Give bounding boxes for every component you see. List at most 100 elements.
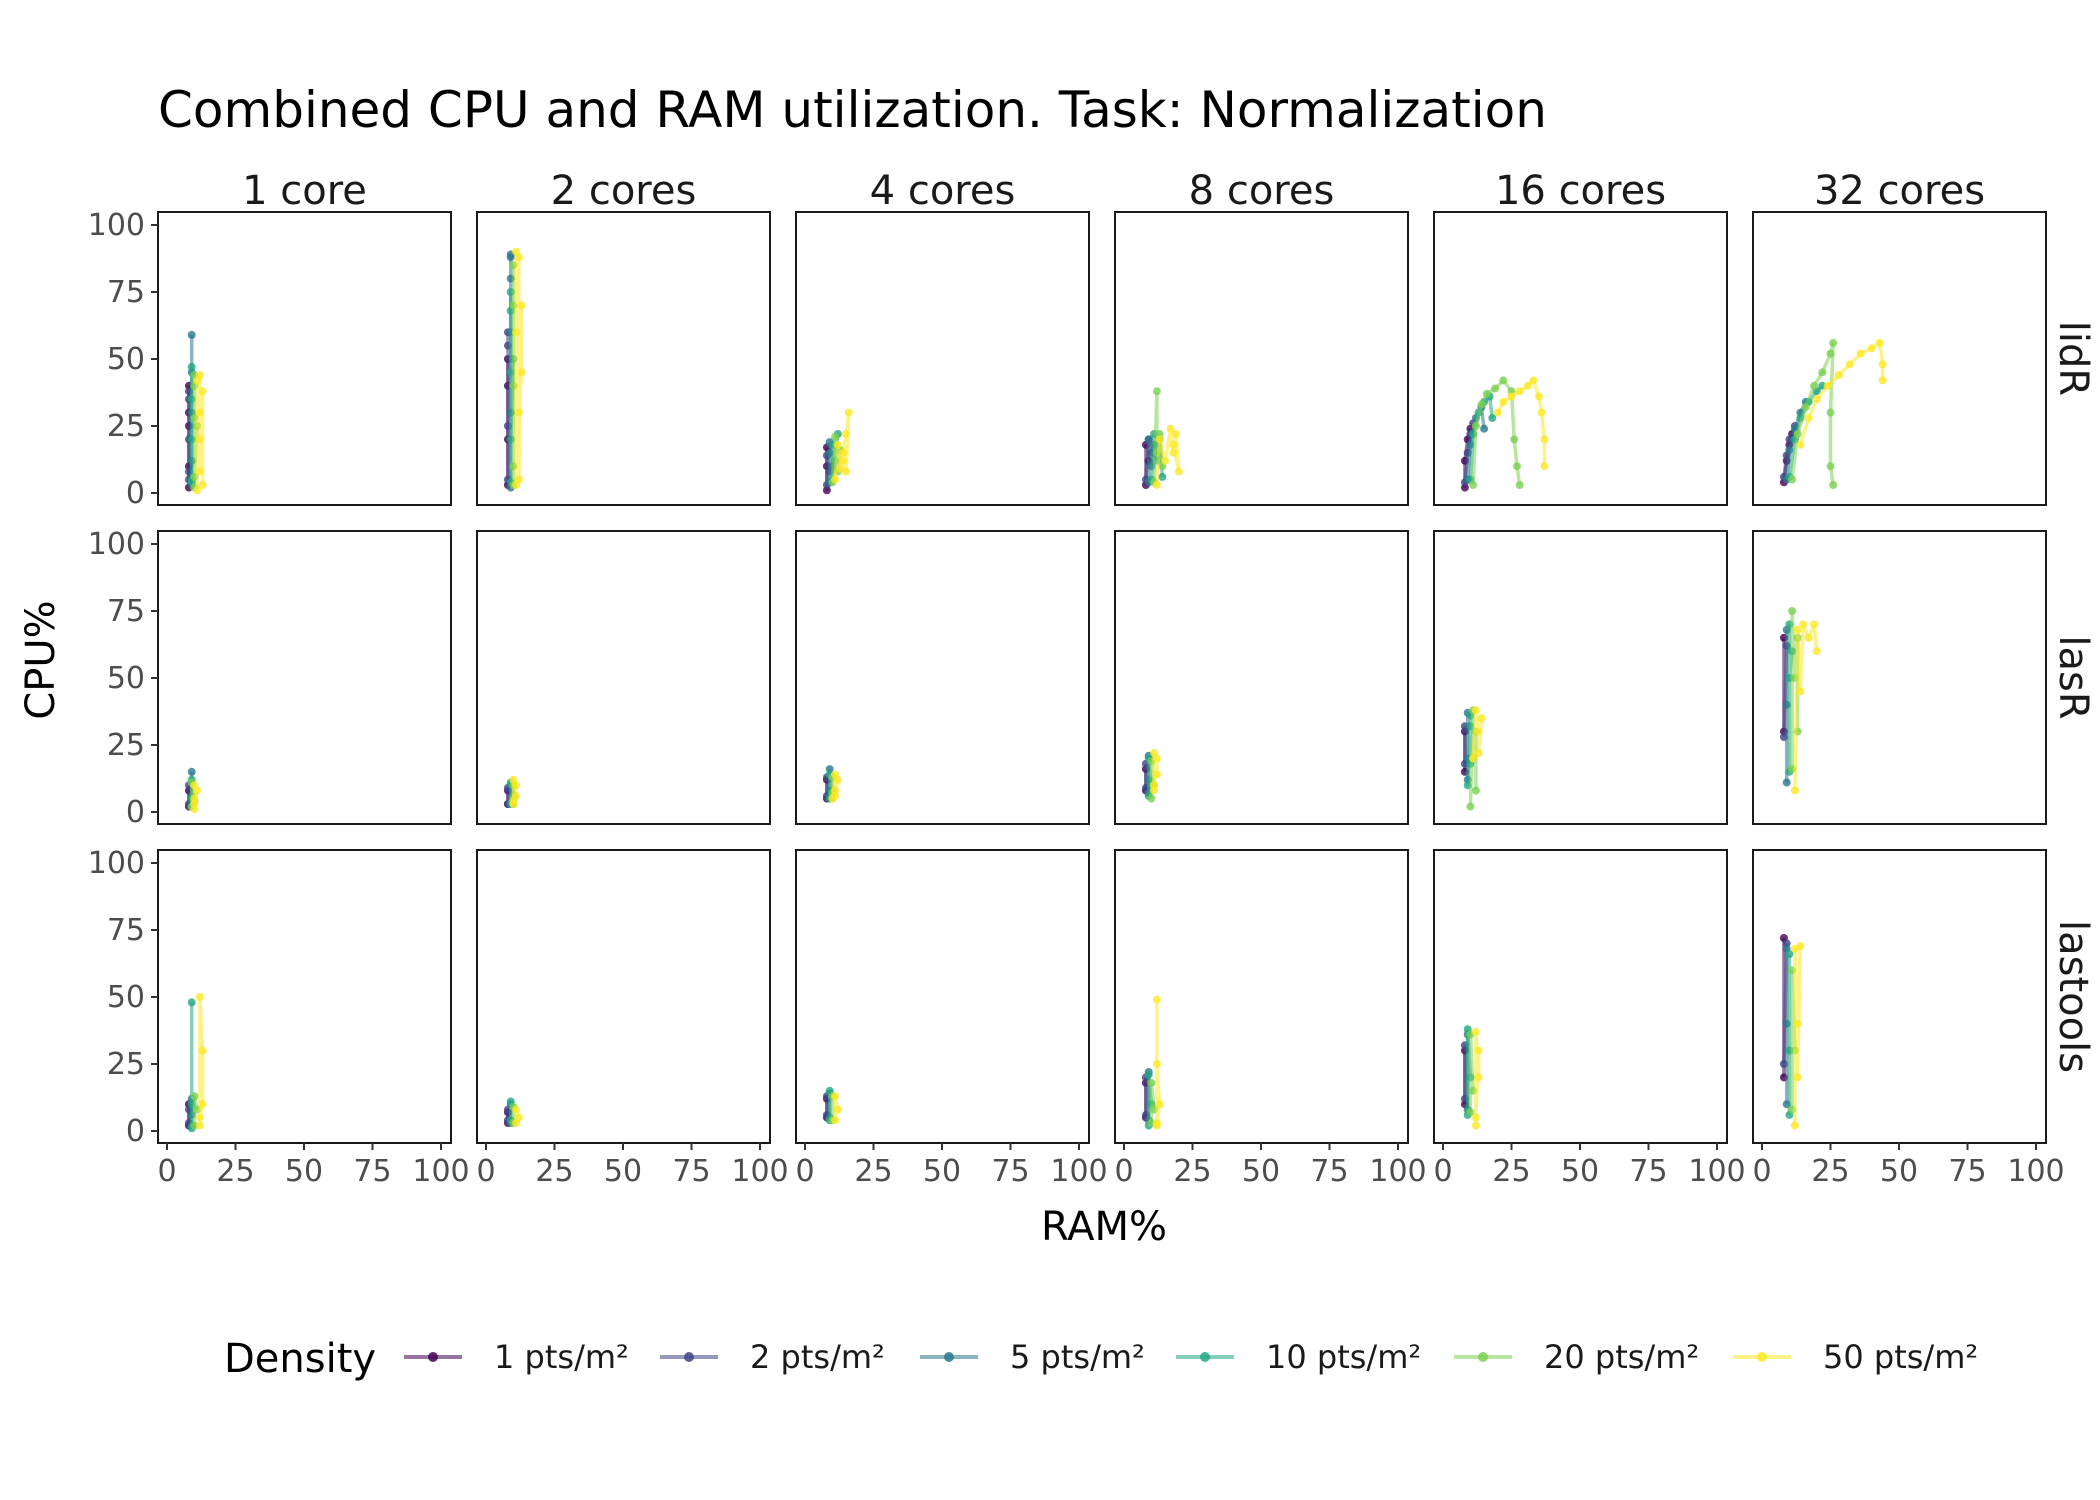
y-tick-label-1-4: 100 <box>88 527 145 562</box>
panel-lastools-5 <box>1752 849 2047 1144</box>
panel-lidR-2 <box>795 211 1090 506</box>
data-point-5-7 <box>1867 344 1876 353</box>
data-point-5-1 <box>1152 995 1161 1004</box>
data-point-5-0 <box>1493 408 1502 417</box>
panel-lidR-0 <box>157 211 452 506</box>
x-tick-label-3-3: 75 <box>1310 1154 1348 1189</box>
data-point-5-4 <box>190 800 199 808</box>
x-tick-label-2-2: 50 <box>923 1154 961 1189</box>
data-point-2-0 <box>1782 778 1791 787</box>
data-point-4-3 <box>1482 389 1491 398</box>
row-label-2: lastools <box>2050 920 2096 1073</box>
data-point-5-2 <box>1474 727 1483 736</box>
data-point-5-2 <box>1812 395 1821 404</box>
column-label-3: 8 cores <box>1189 168 1335 214</box>
chart-title: Combined CPU and RAM utilization. Task: … <box>158 81 1547 139</box>
data-point-4-1 <box>1471 422 1480 430</box>
data-point-5-1 <box>1804 414 1813 422</box>
data-point-4-1 <box>831 432 840 441</box>
data-point-4-1 <box>1788 607 1797 615</box>
legend-key-point-5 <box>1757 1352 1767 1362</box>
data-point-4-9 <box>1515 481 1524 489</box>
row-label-0: lidR <box>2050 321 2096 396</box>
data-point-5-3 <box>1166 424 1175 433</box>
data-point-5-4 <box>1152 1119 1161 1127</box>
data-point-5-4 <box>195 467 204 476</box>
x-tick-label-4-4: 100 <box>1688 1154 1745 1189</box>
panel-border <box>476 849 771 1144</box>
panel-lidR-3 <box>1114 211 1409 506</box>
data-point-4-4 <box>1491 384 1500 393</box>
data-point-5-3 <box>512 781 521 790</box>
panel-border <box>476 530 771 825</box>
data-point-5-5 <box>1529 376 1538 385</box>
y-tick-label-1-2: 50 <box>107 661 145 696</box>
data-point-5-3 <box>839 448 848 457</box>
legend-key-point-4 <box>1478 1352 1488 1362</box>
data-point-4-0 <box>1466 1108 1475 1117</box>
x-tick-label-0-4: 100 <box>412 1154 469 1189</box>
legend-items: 1 pts/m² 2 pts/m² 5 pts/m² 10 pts/m² 20 pts/… <box>404 1338 1978 1376</box>
data-point-5-2 <box>1796 687 1805 696</box>
panel-lidR-5 <box>1752 211 2047 506</box>
data-point-4-0 <box>190 1121 199 1130</box>
data-point-5-7 <box>1537 408 1546 417</box>
x-tick-label-0-3: 75 <box>353 1154 391 1189</box>
x-tick-label-1-0: 0 <box>476 1154 495 1189</box>
legend-label-3: 10 pts/m² <box>1266 1338 1421 1376</box>
panel-border <box>157 849 452 1144</box>
data-point-5-0 <box>1471 1121 1480 1130</box>
data-point-2-1 <box>1144 435 1153 444</box>
data-point-5-2 <box>514 1113 523 1122</box>
data-point-3-5 <box>1488 414 1497 422</box>
data-point-5-4 <box>1834 371 1843 380</box>
panel-border <box>157 530 452 825</box>
data-point-5-5 <box>195 435 204 444</box>
data-point-5-2 <box>512 328 521 337</box>
x-tick-label-2-1: 25 <box>854 1154 892 1189</box>
data-point-5-8 <box>1875 338 1884 347</box>
data-point-5-4 <box>842 430 851 438</box>
data-point-5-5 <box>1172 430 1181 438</box>
x-tick-label-1-2: 50 <box>604 1154 642 1189</box>
data-point-2-4 <box>1480 424 1489 433</box>
data-point-5-1 <box>831 1092 840 1101</box>
x-tick-label-3-4: 100 <box>1369 1154 1426 1189</box>
x-tick-label-0-0: 0 <box>157 1154 176 1189</box>
data-point-5-3 <box>514 253 523 262</box>
y-tick-label-2-2: 50 <box>107 980 145 1015</box>
legend-label-2: 5 pts/m² <box>1010 1338 1145 1376</box>
x-tick-label-4-1: 25 <box>1492 1154 1530 1189</box>
row-label-1: lasR <box>2050 635 2096 719</box>
y-tick-label-2-1: 25 <box>107 1047 145 1082</box>
series-line-3 <box>508 292 516 483</box>
series-line-4 <box>1471 377 1522 486</box>
data-point-4-5 <box>1826 349 1835 358</box>
data-point-5-2 <box>1474 1073 1483 1082</box>
data-point-5-0 <box>831 1116 840 1125</box>
data-point-5-4 <box>1804 633 1813 642</box>
x-tick-label-2-0: 0 <box>795 1154 814 1189</box>
data-point-4-8 <box>1513 462 1521 471</box>
legend-label-5: 50 pts/m² <box>1823 1338 1978 1376</box>
panel-border <box>1433 849 1728 1144</box>
data-point-5-1 <box>1155 435 1164 444</box>
panel-lastools-4 <box>1433 849 1728 1144</box>
data-point-2-1 <box>187 330 196 339</box>
panel-border <box>1114 849 1409 1144</box>
panel-lastools-1 <box>476 849 771 1144</box>
data-point-5-5 <box>844 408 853 417</box>
data-point-5-4 <box>831 791 840 800</box>
data-point-5-0 <box>1790 786 1799 795</box>
panel-lasR-0 <box>157 530 452 825</box>
y-tick-label-2-0: 0 <box>126 1114 145 1149</box>
x-tick-label-2-3: 75 <box>991 1154 1029 1189</box>
y-axis-label: CPU% <box>18 600 64 719</box>
data-point-5-2 <box>1152 1060 1161 1068</box>
data-point-5-2 <box>1152 770 1161 779</box>
data-point-5-3 <box>1155 1100 1164 1109</box>
y-tick-label-2-4: 100 <box>88 846 145 881</box>
data-point-5-4 <box>1471 1113 1480 1122</box>
data-point-5-3 <box>193 786 202 795</box>
data-point-5-3 <box>195 371 204 380</box>
